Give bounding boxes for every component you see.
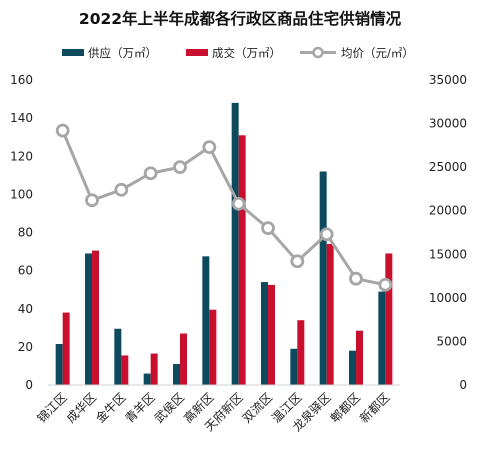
legend: 供应（万㎡） 成交（万㎡） 均价（元/㎡）	[62, 46, 414, 60]
bar-deal-10	[327, 244, 334, 385]
y-left-tick-label: 20	[18, 340, 33, 354]
price-point-1	[57, 125, 68, 136]
price-point-8	[263, 223, 274, 234]
x-tick-label-12: 新都区	[356, 390, 392, 426]
bar-deal-1	[63, 313, 70, 385]
legend-label: 成交（万㎡）	[212, 46, 281, 60]
bar-deal-8	[268, 285, 275, 385]
legend-item-2: 成交（万㎡）	[186, 46, 281, 60]
y-left-tick-label: 160	[10, 73, 33, 87]
bar-supply-8	[261, 282, 268, 385]
price-polyline	[63, 131, 386, 285]
y-right-tick-label: 15000	[429, 247, 467, 261]
y-left-tick-label: 0	[25, 378, 33, 392]
price-point-2	[87, 195, 98, 206]
price-point-4	[145, 168, 156, 179]
bar-deal-5	[180, 334, 187, 385]
price-point-11	[351, 273, 362, 284]
legend-marker	[314, 48, 323, 57]
bar-supply-3	[114, 329, 121, 385]
x-tick-label-2: 成华区	[64, 390, 99, 425]
price-point-7	[233, 198, 244, 209]
bar-deal-7	[239, 135, 246, 385]
bar-supply-6	[202, 256, 209, 385]
legend-label: 供应（万㎡）	[88, 46, 157, 60]
x-tick-label-1: 锦江区	[34, 390, 69, 425]
bar-supply-5	[173, 364, 180, 385]
legend-item-3: 均价（元/㎡）	[300, 46, 414, 60]
y-right-tick-label: 0	[459, 378, 467, 392]
bar-supply-9	[290, 349, 297, 385]
y-axis-left: 0 20 40 60 80 100 120 140 160	[10, 73, 33, 392]
price-point-3	[116, 184, 127, 195]
bar-supply-4	[144, 374, 151, 385]
y-left-tick-label: 100	[10, 187, 33, 201]
y-right-tick-label: 35000	[429, 73, 467, 87]
y-left-tick-label: 60	[18, 264, 33, 278]
bar-supply-12	[378, 292, 385, 385]
x-tick-label-11: 郫都区	[327, 390, 363, 426]
bars	[56, 103, 393, 385]
price-point-6	[204, 142, 215, 153]
bar-supply-10	[320, 172, 327, 386]
legend-item-1: 供应（万㎡）	[62, 46, 157, 60]
price-point-10	[321, 229, 332, 240]
price-line	[57, 125, 391, 290]
y-right-tick-label: 10000	[429, 291, 467, 305]
x-tick-label-3: 金牛区	[92, 390, 128, 426]
bar-deal-3	[121, 355, 128, 385]
y-right-tick-label: 25000	[429, 160, 467, 174]
y-right-tick-label: 30000	[429, 117, 467, 131]
bar-deal-4	[151, 354, 158, 385]
bar-supply-1	[56, 344, 63, 385]
y-left-tick-label: 120	[10, 149, 33, 163]
y-right-tick-label: 5000	[436, 334, 467, 348]
bar-deal-12	[385, 253, 392, 385]
y-right-tick-label: 20000	[429, 204, 467, 218]
price-point-9	[292, 256, 303, 267]
bar-supply-7	[232, 103, 239, 385]
bar-supply-2	[85, 253, 92, 385]
bar-deal-9	[297, 320, 304, 385]
legend-swatch	[186, 49, 208, 56]
y-axis-right: 0 5000 10000 15000 20000 25000 30000 35000	[429, 73, 467, 392]
chart-title: 2022年上半年成都各行政区商品住宅供销情况	[79, 9, 402, 28]
y-left-tick-label: 40	[18, 302, 33, 316]
y-left-tick-label: 140	[10, 111, 33, 125]
price-point-5	[175, 162, 186, 173]
x-tick-label-8: 双流区	[240, 390, 275, 425]
y-left-tick-label: 80	[18, 226, 33, 240]
bar-deal-2	[92, 251, 99, 385]
x-tick-label-4: 青羊区	[122, 390, 158, 426]
bar-supply-11	[349, 351, 356, 385]
price-point-12	[380, 279, 391, 290]
bar-deal-6	[209, 310, 216, 385]
legend-label: 均价（元/㎡）	[341, 46, 414, 60]
bar-deal-11	[356, 331, 363, 385]
legend-swatch	[62, 49, 84, 56]
x-tick-label-5: 武侯区	[152, 390, 187, 425]
